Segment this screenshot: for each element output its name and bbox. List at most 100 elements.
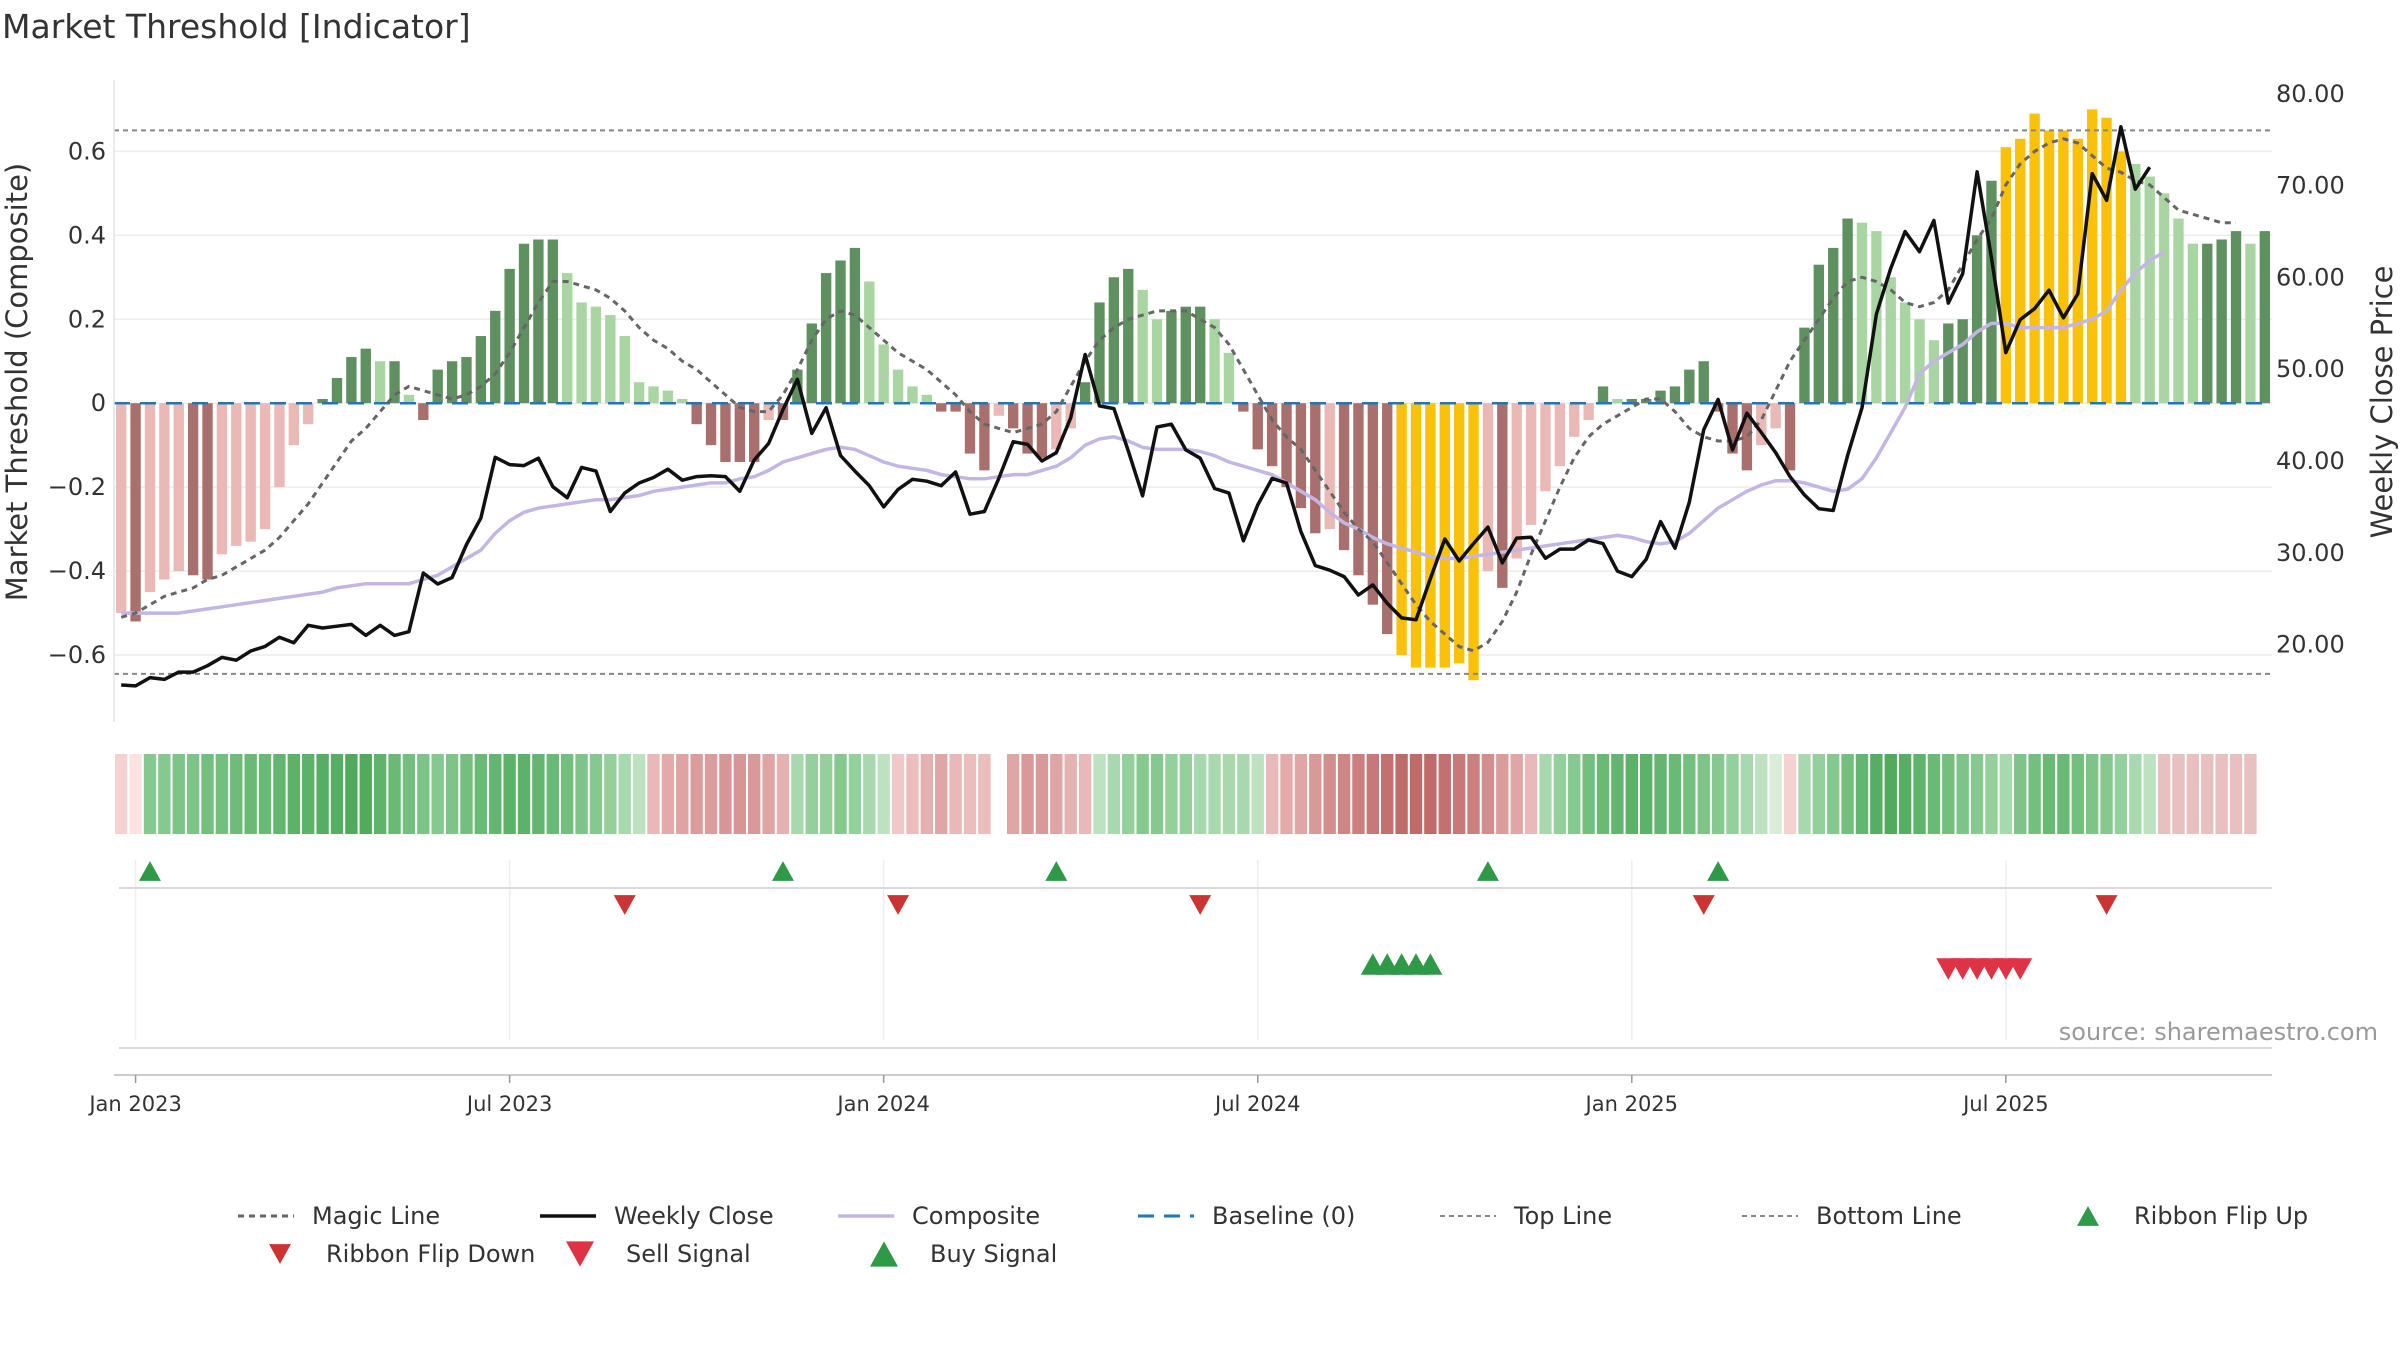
ribbon-segment [1927, 754, 1941, 834]
composite-bar [288, 403, 300, 446]
y-tick-left: 0.6 [68, 137, 106, 165]
composite-bar [2015, 138, 2026, 404]
composite-bar [1396, 403, 1407, 656]
composite-bars [116, 109, 2270, 681]
y-tick-right: 50.00 [2276, 355, 2345, 383]
ribbon-segment [1309, 754, 1322, 834]
ribbon-segment [704, 754, 718, 834]
ribbon-segment [618, 754, 631, 834]
composite-bar [274, 403, 285, 488]
ribbon-segment [935, 754, 948, 834]
ribbon-segment [920, 754, 934, 834]
ribbon-segment [1352, 754, 1365, 834]
ribbon-segment [748, 754, 761, 834]
composite-bar [461, 357, 472, 404]
buy-signal-marker [1418, 953, 1443, 975]
y-tick-right: 60.00 [2276, 263, 2345, 291]
ribbon-segment [158, 754, 171, 834]
composite-bar [1382, 403, 1393, 635]
composite-bar [1669, 386, 1681, 404]
ribbon-segment [359, 754, 372, 834]
ribbon-segment [201, 754, 214, 834]
ribbon-segment [373, 754, 387, 834]
y-tick-left: −0.2 [48, 473, 106, 501]
ribbon-segment [690, 754, 703, 834]
composite-bar [1784, 403, 1796, 471]
composite-bar [677, 399, 688, 404]
composite-bar [518, 243, 530, 404]
composite-bar [374, 361, 386, 404]
legend-item-sell: Sell Signal [566, 1240, 751, 1268]
legend: Magic Line Weekly Close Composite Baseline … [238, 1202, 2308, 1268]
ribbon-segment [1942, 754, 1955, 834]
ribbon-strip [115, 754, 2257, 834]
x-tick-label: Jan 2025 [1584, 1092, 1679, 1116]
reference-lines [114, 129, 2272, 675]
composite-bar [907, 386, 918, 404]
ribbon-segment [1021, 754, 1034, 834]
ribbon-segment [1337, 754, 1351, 834]
legend-label: Top Line [1513, 1202, 1612, 1230]
weekly-close-line [121, 125, 2152, 688]
ribbon-segment [1913, 754, 1926, 834]
composite-bar [1612, 399, 1623, 404]
ribbon-segment [1050, 754, 1063, 834]
composite-bar [619, 336, 630, 404]
legend-label: Sell Signal [626, 1240, 751, 1268]
x-tick-label: Jan 2024 [835, 1092, 930, 1116]
composite-bar [1569, 403, 1580, 437]
x-tick-label: Jul 2023 [465, 1092, 552, 1116]
composite-bar [1497, 403, 1508, 588]
composite-bar [1223, 352, 1235, 404]
ribbon-flip-down-marker [887, 895, 910, 915]
ribbon-segment [1452, 754, 1466, 834]
ribbon-segment [1280, 754, 1293, 834]
composite-bar [1266, 403, 1278, 467]
legend-item-flip_up: Ribbon Flip Up [2077, 1202, 2308, 1230]
legend-label: Composite [912, 1202, 1040, 1230]
composite-bar [1971, 235, 1983, 404]
ribbon-segment [1985, 754, 1998, 834]
composite-bar [950, 403, 961, 412]
composite-bar [878, 344, 889, 404]
legend-label: Buy Signal [930, 1240, 1057, 1268]
composite-bar [432, 369, 443, 404]
composite-bar [1712, 403, 1724, 412]
composite-bar [446, 361, 458, 404]
composite-bar [1914, 319, 1925, 404]
ribbon-segment [2100, 754, 2113, 834]
composite-bar [1353, 403, 1364, 576]
y-tick-left: 0 [91, 389, 106, 417]
ribbon-segment [474, 754, 488, 834]
composite-bar [2043, 130, 2055, 404]
ribbon-segment [733, 754, 747, 834]
composite-bar [691, 403, 702, 425]
composite-bar [1655, 390, 1666, 404]
ribbon-segment [258, 754, 272, 834]
ribbon-segment [1222, 754, 1236, 834]
composite-bar [1425, 403, 1436, 668]
composite-bar [2259, 231, 2270, 404]
composite-bar [1525, 403, 1537, 525]
composite-bar [749, 403, 760, 462]
composite-bar [2115, 151, 2127, 404]
ribbon-segment [345, 754, 358, 834]
composite-bar [1094, 302, 1105, 404]
composite-bar [1842, 218, 1853, 404]
composite-bar [1540, 403, 1551, 492]
ribbon-segment [1107, 754, 1121, 834]
ribbon-segment [1884, 754, 1897, 834]
composite-bar [2230, 231, 2242, 404]
composite-bar [1482, 403, 1494, 572]
composite-bar [1453, 403, 1465, 664]
composite-bar [1511, 403, 1522, 559]
ribbon-segment [388, 754, 401, 834]
ribbon-segment [1898, 754, 1912, 834]
ribbon-segment [546, 754, 559, 834]
ribbon-segment [647, 754, 660, 834]
composite-bar [1252, 403, 1263, 450]
ribbon-segment [115, 754, 128, 834]
ribbon-segment [891, 754, 905, 834]
composite-bar [1770, 403, 1781, 429]
y-tick-right: 20.00 [2276, 631, 2345, 659]
